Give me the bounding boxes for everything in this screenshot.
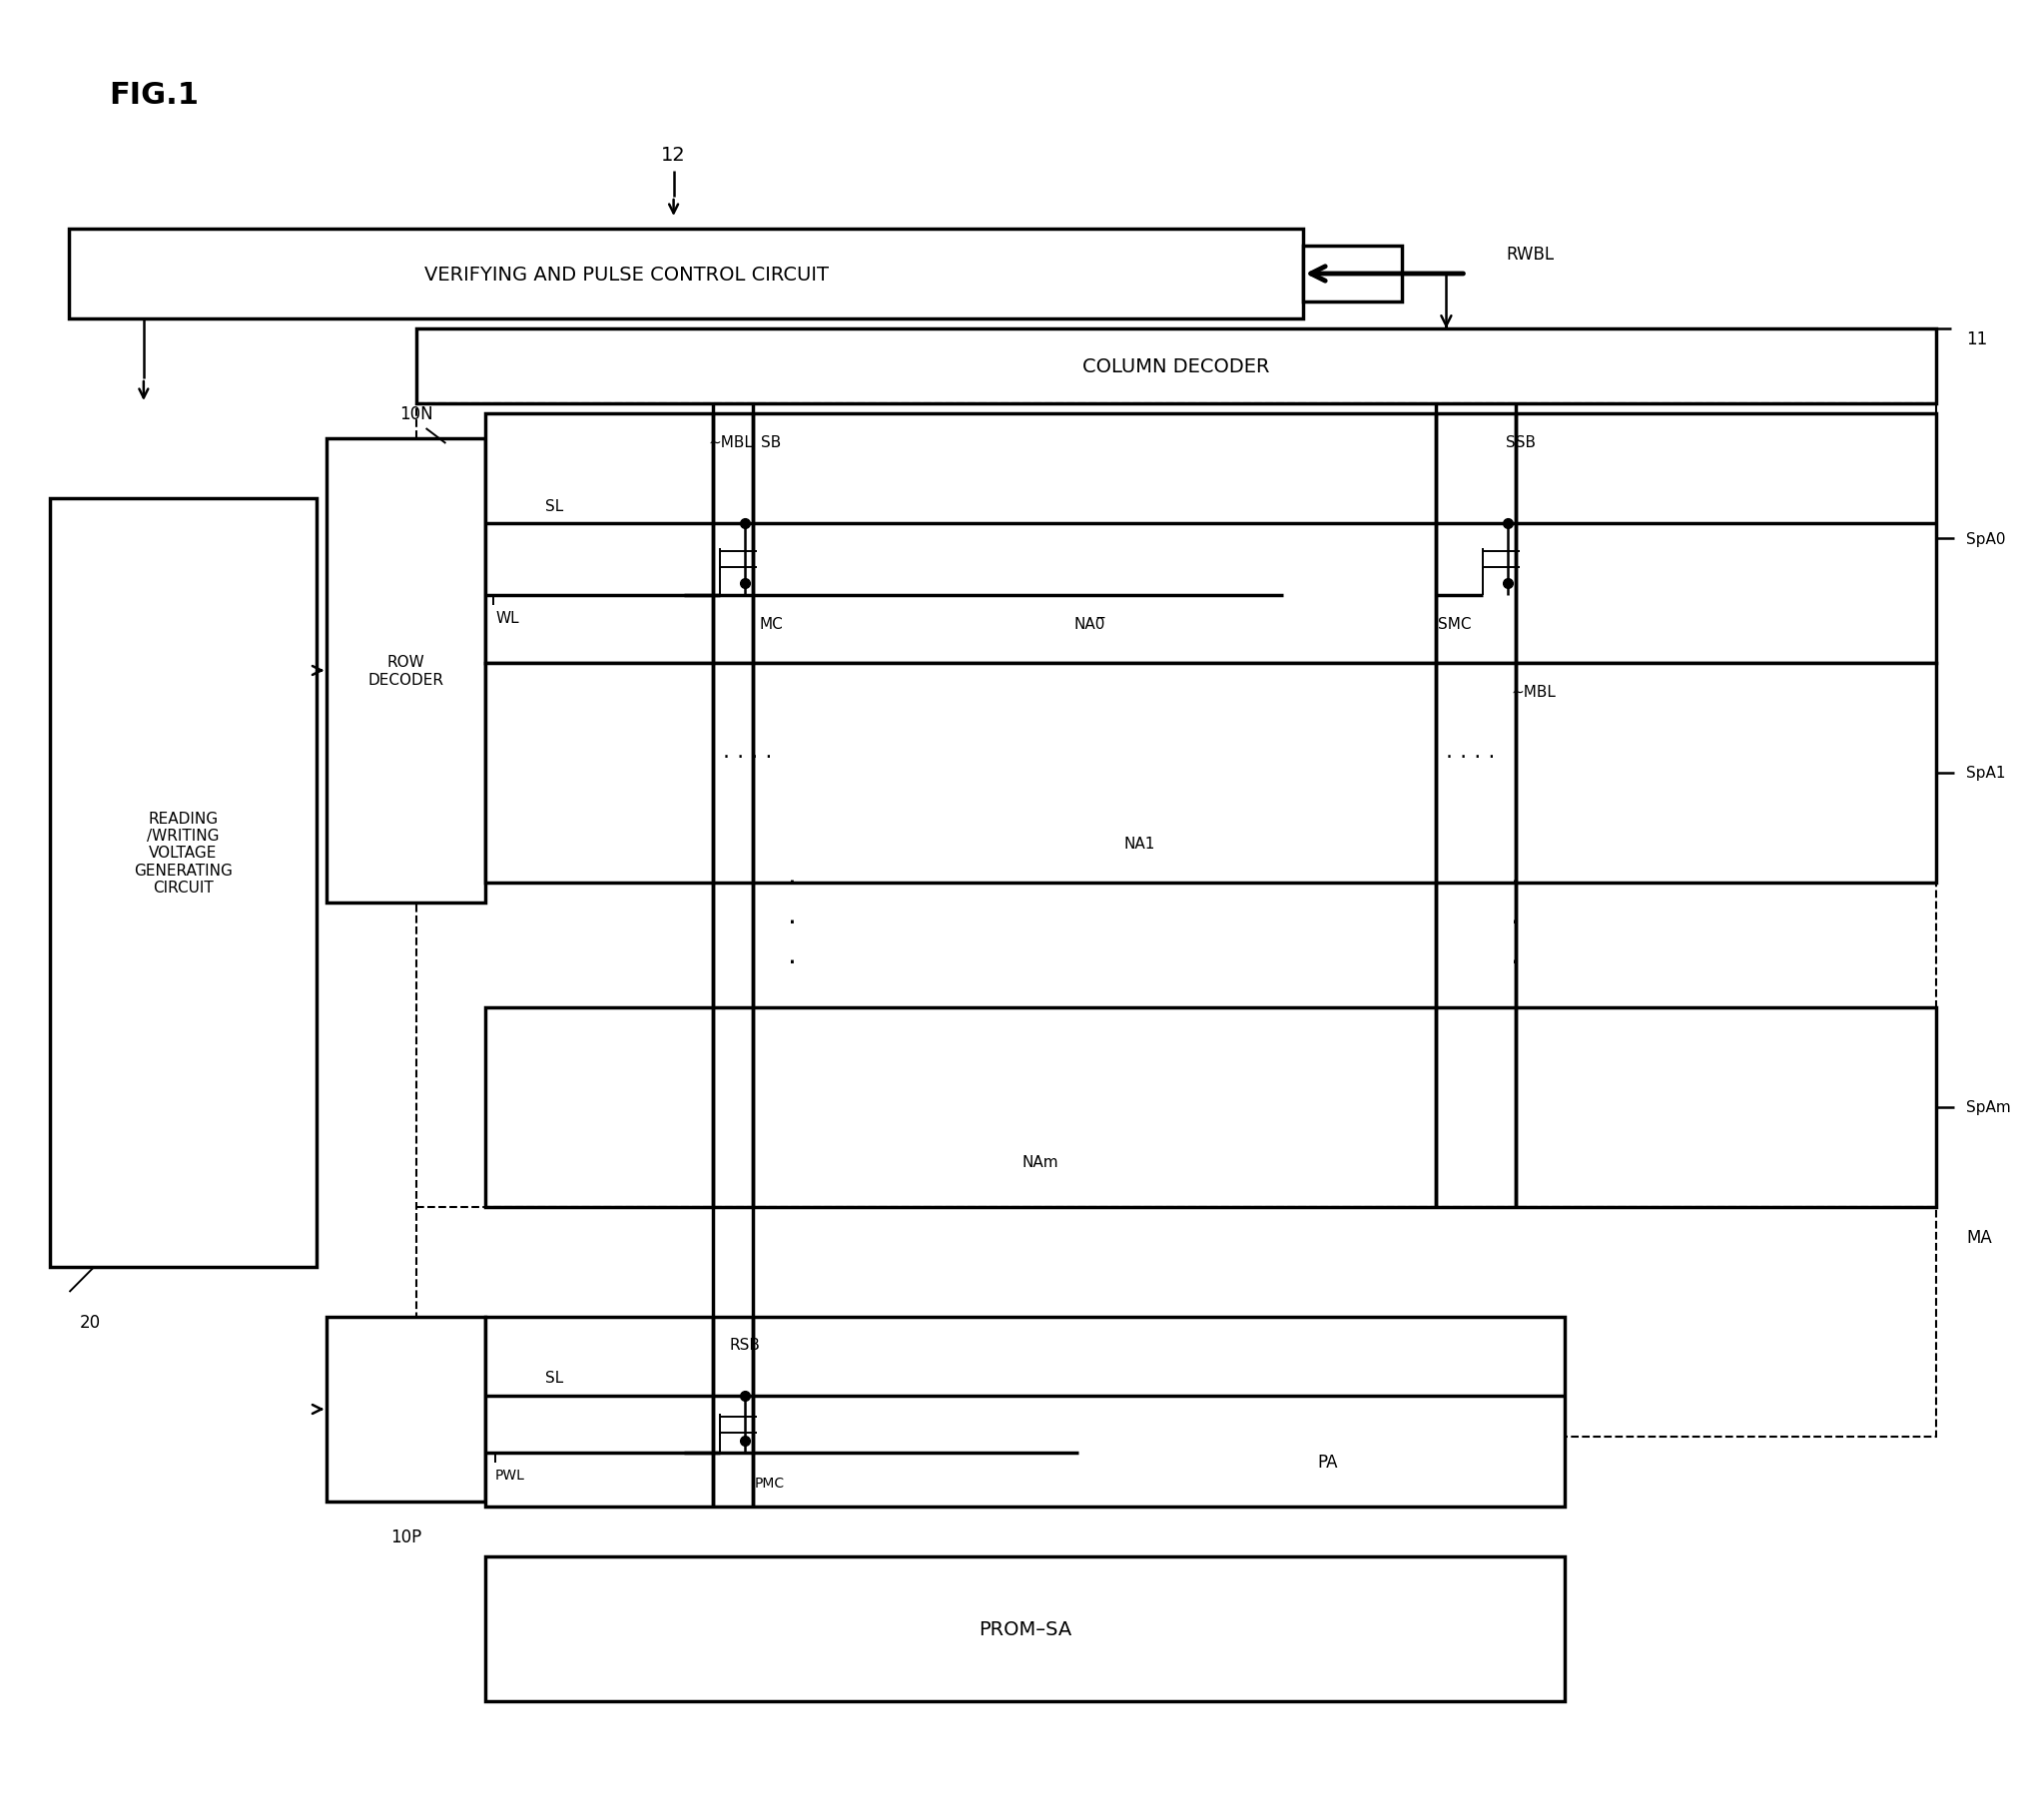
- Text: RWBL: RWBL: [1506, 246, 1555, 264]
- Bar: [485, 415, 1936, 664]
- Text: SpA0: SpA0: [1967, 531, 2005, 546]
- Bar: [1302, 246, 1401, 302]
- Bar: [327, 1318, 485, 1502]
- Bar: [69, 229, 1302, 318]
- Bar: [485, 1556, 1565, 1702]
- Text: PWL: PWL: [495, 1467, 525, 1481]
- Text: 11: 11: [1967, 329, 1987, 348]
- Text: SL: SL: [545, 1370, 563, 1385]
- Text: SMC: SMC: [1438, 617, 1472, 632]
- Text: PMC: PMC: [755, 1476, 785, 1491]
- Text: ⋅: ⋅: [787, 908, 798, 937]
- Bar: [327, 439, 485, 903]
- Text: ~MBL: ~MBL: [709, 435, 753, 450]
- Text: ROW
DECODER: ROW DECODER: [367, 655, 444, 688]
- Text: 12: 12: [662, 146, 686, 164]
- Bar: [485, 664, 1936, 883]
- Text: 10P: 10P: [390, 1527, 422, 1545]
- Text: NA0̅: NA0̅: [1074, 617, 1104, 632]
- Text: WL: WL: [495, 610, 519, 624]
- Text: . . . .: . . . .: [723, 741, 773, 761]
- Text: SpA1: SpA1: [1967, 766, 2005, 781]
- Text: MA: MA: [1967, 1228, 1993, 1247]
- Bar: [416, 329, 1936, 404]
- Text: ~MBL: ~MBL: [1510, 684, 1555, 699]
- Text: SSB: SSB: [1506, 435, 1536, 450]
- Text: SL: SL: [545, 499, 563, 513]
- Text: ⋅: ⋅: [787, 870, 798, 897]
- Text: ⋅: ⋅: [1510, 908, 1520, 937]
- Text: NAm: NAm: [1022, 1156, 1058, 1170]
- Text: MC: MC: [759, 617, 783, 632]
- Bar: [485, 1008, 1936, 1207]
- Text: SB: SB: [761, 435, 781, 450]
- Text: RSB: RSB: [729, 1338, 761, 1352]
- Text: ⋅: ⋅: [1510, 870, 1520, 897]
- Text: COLUMN DECODER: COLUMN DECODER: [1082, 357, 1270, 377]
- Text: READING
/WRITING
VOLTAGE
GENERATING
CIRCUIT: READING /WRITING VOLTAGE GENERATING CIRC…: [133, 812, 232, 895]
- Text: PROM–SA: PROM–SA: [979, 1620, 1072, 1638]
- Text: NA1: NA1: [1123, 835, 1155, 850]
- Text: PA: PA: [1316, 1452, 1339, 1471]
- Text: ⋅: ⋅: [1510, 948, 1520, 977]
- Text: ⋅: ⋅: [787, 948, 798, 977]
- Bar: [485, 1318, 1565, 1507]
- Text: FIG.1: FIG.1: [109, 80, 198, 109]
- Text: VERIFYING AND PULSE CONTROL CIRCUIT: VERIFYING AND PULSE CONTROL CIRCUIT: [424, 266, 828, 284]
- Text: SpAm: SpAm: [1967, 1099, 2011, 1116]
- Bar: [416, 404, 1936, 1436]
- Text: 10N: 10N: [400, 406, 432, 422]
- Bar: [50, 499, 317, 1267]
- Text: 20: 20: [79, 1312, 101, 1330]
- Text: . . . .: . . . .: [1446, 741, 1496, 761]
